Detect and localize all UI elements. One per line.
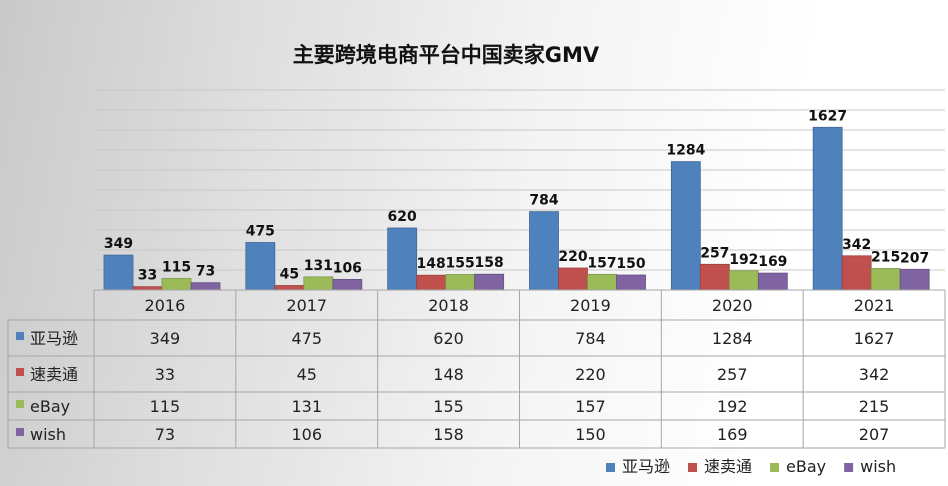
table-cell-value: 150: [575, 425, 606, 444]
data-label: 115: [162, 260, 191, 276]
table-legend-key: [16, 332, 24, 340]
chart-title: 主要跨境电商平台中国卖家GMV: [293, 43, 600, 67]
table-cell-value: 115: [150, 397, 181, 416]
data-label: 169: [758, 254, 787, 270]
data-label: 73: [196, 264, 215, 280]
bar-wish-2018: [474, 273, 505, 291]
x-tick-label: 2019: [570, 296, 611, 315]
bar-速卖通-2019: [558, 267, 588, 291]
bar-eBay-2021: [870, 268, 901, 291]
x-tick-label: 2017: [286, 296, 327, 315]
table-series-label: eBay: [30, 397, 70, 416]
table-cell-value: 784: [575, 329, 606, 348]
legend-swatch: [844, 463, 854, 472]
bar-eBay-2018: [445, 274, 476, 291]
table-cell-value: 1284: [712, 329, 753, 348]
table-cell-value: 215: [859, 397, 890, 416]
bar-亚马逊-2021: [812, 126, 843, 291]
table-legend-key: [16, 428, 24, 436]
data-label: 131: [304, 258, 333, 274]
data-label: 192: [729, 252, 758, 268]
table-cell-value: 158: [433, 425, 464, 444]
table-cell-value: 349: [150, 329, 181, 348]
bar-亚马逊-2016: [103, 254, 134, 291]
data-label: 45: [280, 267, 299, 283]
table-cell-value: 131: [291, 397, 322, 416]
data-label: 475: [246, 224, 275, 240]
bar-亚马逊-2020: [670, 161, 701, 291]
table-cell-value: 157: [575, 397, 606, 416]
table-cell-value: 475: [291, 329, 322, 348]
data-label: 33: [138, 268, 157, 284]
bar-亚马逊-2018: [387, 227, 418, 291]
data-label: 342: [842, 237, 871, 253]
table-cell-value: 257: [717, 365, 748, 384]
table-legend-key: [16, 400, 24, 408]
table-legend-key: [16, 368, 24, 376]
table-series-label: 亚马逊: [30, 329, 78, 348]
bar-速卖通-2020: [699, 263, 730, 291]
data-label: 207: [900, 250, 929, 266]
legend-label: eBay: [786, 457, 826, 476]
legend-label: wish: [860, 457, 896, 476]
table-series-label: wish: [30, 425, 66, 444]
bar-速卖通-2018: [416, 274, 447, 291]
data-label: 220: [558, 249, 587, 265]
data-label: 150: [616, 256, 645, 272]
table-series-label: 速卖通: [30, 365, 78, 384]
table-cell-value: 207: [859, 425, 890, 444]
table-cell-value: 33: [155, 365, 175, 384]
table-cell-value: 155: [433, 397, 464, 416]
legend-swatch: [688, 463, 698, 472]
data-label: 1284: [666, 143, 705, 159]
bar-wish-2016: [190, 282, 221, 291]
x-tick-label: 2020: [712, 296, 753, 315]
table-cell-value: 148: [433, 365, 464, 384]
table-cell-value: 342: [859, 365, 890, 384]
legend-swatch: [770, 463, 780, 472]
data-label: 148: [417, 256, 446, 272]
table-cell-value: 192: [717, 397, 748, 416]
bar-速卖通-2021: [841, 255, 872, 291]
bar-eBay-2017: [303, 276, 334, 291]
data-label: 155: [446, 256, 475, 272]
table-cell-value: 106: [291, 425, 322, 444]
bar-亚马逊-2019: [529, 211, 559, 291]
table-cell-value: 73: [155, 425, 175, 444]
legend-label: 亚马逊: [622, 457, 670, 476]
bar-wish-2021: [899, 268, 930, 291]
bar-亚马逊-2017: [245, 242, 276, 291]
table-cell-value: 1627: [854, 329, 895, 348]
data-label: 349: [104, 236, 133, 252]
table-cell-value: 220: [575, 365, 606, 384]
x-tick-label: 2021: [854, 296, 895, 315]
bar-速卖通-2017: [274, 285, 305, 291]
data-label: 257: [700, 245, 729, 261]
data-label: 157: [587, 255, 616, 271]
legend-label: 速卖通: [704, 457, 752, 476]
data-label: 620: [388, 209, 417, 225]
bar-wish-2017: [332, 278, 363, 291]
x-tick-label: 2018: [428, 296, 469, 315]
table-cell-value: 620: [433, 329, 464, 348]
data-label: 784: [529, 193, 558, 209]
data-label: 1627: [808, 108, 847, 124]
bar-eBay-2019: [587, 273, 617, 291]
bar-eBay-2020: [728, 270, 759, 291]
bar-wish-2020: [757, 272, 788, 291]
legend-swatch: [606, 463, 615, 472]
table-cell-value: 45: [297, 365, 317, 384]
data-label: 215: [871, 250, 900, 266]
data-label: 106: [333, 260, 362, 276]
x-tick-label: 2016: [145, 296, 186, 315]
table-cell-value: 169: [717, 425, 748, 444]
bar-wish-2019: [616, 274, 646, 291]
data-label: 158: [475, 255, 504, 271]
bar-eBay-2016: [161, 278, 192, 291]
